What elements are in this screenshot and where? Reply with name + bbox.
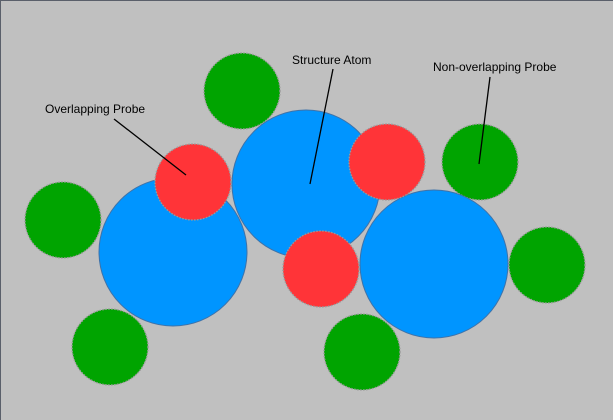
leader-line (113, 118, 187, 176)
overlapping-probes (154, 123, 426, 308)
non-overlapping-probe-label: Non-overlapping Probe (433, 60, 557, 74)
overlapping-probe-circle (154, 143, 232, 221)
leader-line (309, 68, 334, 185)
non-overlapping-probes (24, 52, 586, 391)
non-overlapping-probe-circle (323, 313, 401, 391)
structure-atom-circle (359, 189, 509, 339)
overlapping-probe-label: Overlapping Probe (45, 102, 145, 116)
non-overlapping-probe-circle (441, 123, 519, 201)
callout-non-overlapping-probe: Non-overlapping Probe (433, 60, 557, 165)
overlapping-probe-circle (282, 230, 360, 308)
non-overlapping-probe-circle (508, 226, 586, 304)
non-overlapping-probe-circle (203, 52, 281, 130)
non-overlapping-probe-circle (71, 308, 149, 386)
structure-atom-label: Structure Atom (292, 53, 371, 67)
leader-line (478, 76, 491, 165)
callout-overlapping-probe: Overlapping Probe (45, 102, 187, 176)
callout-structure-atom: Structure Atom (292, 53, 371, 185)
non-overlapping-probe-circle (24, 181, 102, 259)
overlapping-probe-circle (348, 123, 426, 201)
